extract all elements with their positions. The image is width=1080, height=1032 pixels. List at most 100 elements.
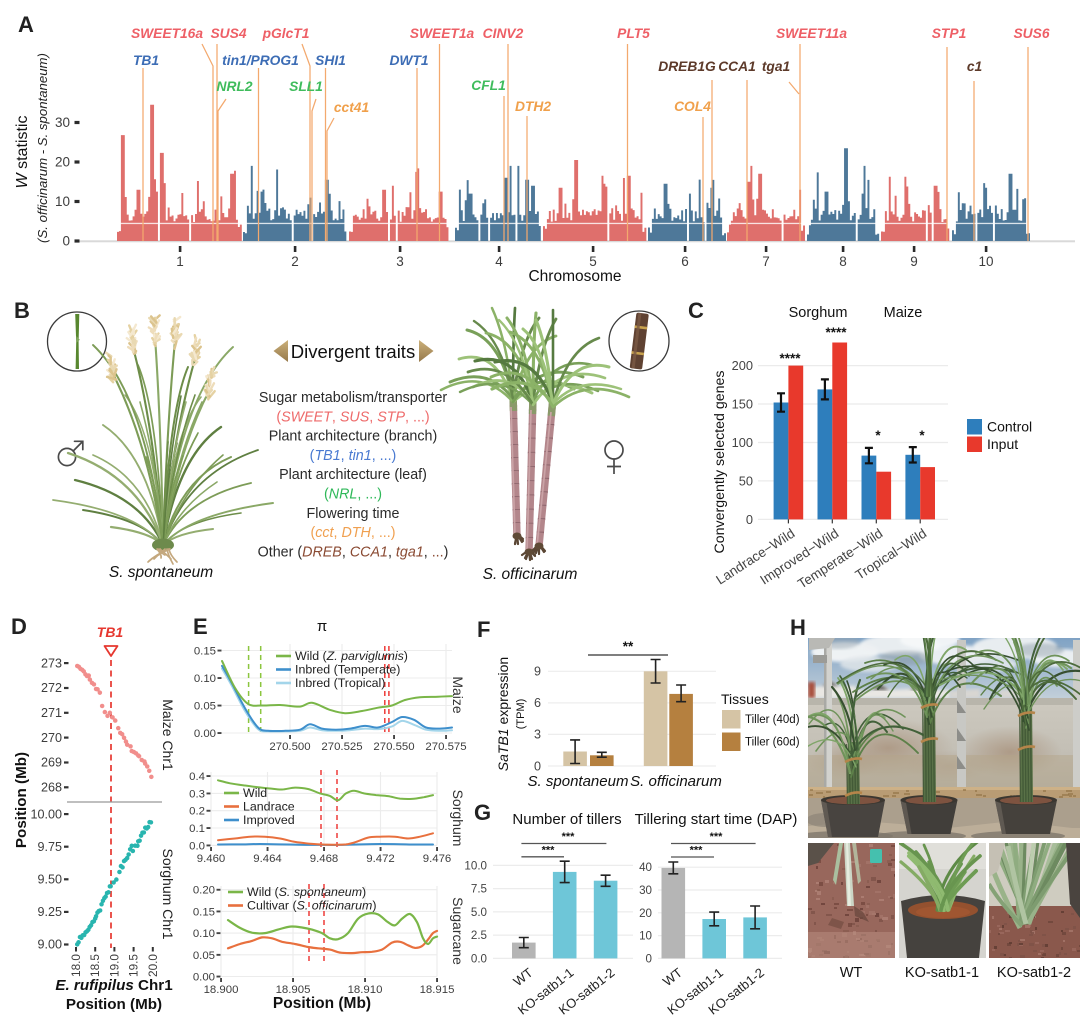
svg-text:0.1: 0.1 xyxy=(189,823,205,835)
svg-text:0: 0 xyxy=(62,234,70,249)
svg-text:9.460: 9.460 xyxy=(197,853,226,865)
svg-text:Wild (Z. parviglumis): Wild (Z. parviglumis) xyxy=(295,649,408,663)
svg-text:Improved: Improved xyxy=(243,813,295,827)
svg-text:20: 20 xyxy=(55,155,70,170)
svg-text:Inbred (Tropical): Inbred (Tropical) xyxy=(295,676,385,690)
svg-text:9: 9 xyxy=(910,254,918,269)
svg-text:9.468: 9.468 xyxy=(310,853,339,865)
svg-text:***: *** xyxy=(710,831,724,843)
svg-text:(cct, DTH, ...): (cct, DTH, ...) xyxy=(310,525,395,541)
svg-text:Sorghum Chr1: Sorghum Chr1 xyxy=(160,848,176,939)
svg-text:Maize: Maize xyxy=(450,676,466,714)
svg-text:Input: Input xyxy=(987,436,1018,452)
svg-text:*: * xyxy=(875,428,881,443)
svg-text:6: 6 xyxy=(534,696,541,710)
svg-text:Position (Mb): Position (Mb) xyxy=(13,752,30,848)
svg-text:200: 200 xyxy=(732,358,753,373)
svg-text:E. rufipilus Chr1: E. rufipilus Chr1 xyxy=(55,977,173,994)
svg-text:0.2: 0.2 xyxy=(189,806,205,818)
svg-text:100: 100 xyxy=(732,435,753,450)
svg-text:Plant architecture (leaf): Plant architecture (leaf) xyxy=(279,467,427,483)
svg-text:9.472: 9.472 xyxy=(366,853,395,865)
svg-text:10.00: 10.00 xyxy=(30,807,62,821)
svg-text:9.476: 9.476 xyxy=(423,853,452,865)
svg-text:270.525: 270.525 xyxy=(321,741,362,753)
svg-text:9.25: 9.25 xyxy=(37,905,62,919)
svg-text:10: 10 xyxy=(55,194,70,209)
svg-text:WT: WT xyxy=(840,965,863,981)
svg-text:S. officinarum: S. officinarum xyxy=(630,773,722,790)
svg-text:Sorghum: Sorghum xyxy=(789,305,848,321)
svg-text:KO-satb1-2: KO-satb1-2 xyxy=(997,965,1071,981)
svg-text:268: 268 xyxy=(41,781,62,795)
svg-text:**: ** xyxy=(623,639,634,654)
svg-text:270: 270 xyxy=(41,731,62,745)
svg-text:9.50: 9.50 xyxy=(37,873,62,887)
svg-text:0.00: 0.00 xyxy=(193,972,215,984)
svg-text:0.20: 0.20 xyxy=(193,885,215,897)
svg-text:c1: c1 xyxy=(967,59,982,74)
svg-text:SHI1: SHI1 xyxy=(315,53,346,68)
svg-text:5.0: 5.0 xyxy=(471,906,487,919)
svg-text:Divergent traits: Divergent traits xyxy=(291,341,415,362)
svg-text:SWEET1a: SWEET1a xyxy=(410,26,475,41)
svg-text:TB1: TB1 xyxy=(97,624,124,640)
svg-text:18.905: 18.905 xyxy=(276,984,311,996)
svg-text:0.15: 0.15 xyxy=(194,646,216,658)
svg-text:272: 272 xyxy=(41,681,62,695)
svg-text:STP1: STP1 xyxy=(932,26,967,41)
svg-text:18.5: 18.5 xyxy=(88,954,102,977)
svg-text:10.0: 10.0 xyxy=(464,859,487,872)
svg-text:SWEET16a: SWEET16a xyxy=(131,26,203,41)
svg-text:(SWEET, SUS, STP, ...): (SWEET, SUS, STP, ...) xyxy=(276,409,429,425)
svg-text:Tissues: Tissues xyxy=(721,691,769,707)
svg-text:0.0: 0.0 xyxy=(471,952,487,965)
svg-text:9: 9 xyxy=(534,665,541,679)
svg-text:0.00: 0.00 xyxy=(194,728,216,740)
svg-text:G: G xyxy=(474,800,491,825)
svg-text:Flowering time: Flowering time xyxy=(307,506,400,522)
svg-text:Convergently selected genes: Convergently selected genes xyxy=(712,371,728,554)
svg-text:****: **** xyxy=(779,351,801,366)
svg-text:Control: Control xyxy=(987,419,1032,435)
svg-text:KO-satb1-1: KO-satb1-1 xyxy=(905,965,979,981)
svg-text:Landrace: Landrace xyxy=(243,800,295,814)
svg-text:271: 271 xyxy=(41,706,62,720)
svg-text:A: A xyxy=(18,12,34,37)
svg-text:9.00: 9.00 xyxy=(37,938,62,952)
svg-text:Number of tillers: Number of tillers xyxy=(512,811,621,828)
svg-text:18.910: 18.910 xyxy=(348,984,383,996)
svg-text:Chromosome: Chromosome xyxy=(528,268,621,285)
svg-text:50: 50 xyxy=(739,473,753,488)
svg-text:(NRL, ...): (NRL, ...) xyxy=(324,487,382,503)
svg-text:30: 30 xyxy=(55,115,70,130)
svg-text:Position (Mb): Position (Mb) xyxy=(66,996,162,1013)
svg-text:SUS4: SUS4 xyxy=(210,26,246,41)
svg-text:D: D xyxy=(11,614,27,639)
svg-text:π: π xyxy=(317,618,327,635)
svg-text:cct41: cct41 xyxy=(334,100,369,115)
svg-text:*: * xyxy=(919,428,925,443)
svg-text:F: F xyxy=(477,617,490,642)
svg-text:19.5: 19.5 xyxy=(127,954,141,977)
svg-text:(TB1, tin1, ...): (TB1, tin1, ...) xyxy=(310,448,397,464)
svg-text:Sugar metabolism/transporter: Sugar metabolism/transporter xyxy=(259,390,448,406)
svg-text:18.900: 18.900 xyxy=(204,984,239,996)
svg-text:S. spontaneum: S. spontaneum xyxy=(528,773,629,790)
svg-text:B: B xyxy=(14,298,30,323)
svg-text:(TPM): (TPM) xyxy=(515,699,527,730)
svg-text:Wild (S. spontaneum): Wild (S. spontaneum) xyxy=(247,885,366,899)
svg-text:30: 30 xyxy=(639,884,652,897)
svg-text:18.0: 18.0 xyxy=(69,954,83,977)
svg-text:DTH2: DTH2 xyxy=(515,99,551,114)
svg-text:CINV2: CINV2 xyxy=(483,26,524,41)
svg-text:Sorghum: Sorghum xyxy=(450,790,466,847)
svg-text:PLT5: PLT5 xyxy=(617,26,650,41)
svg-text:10: 10 xyxy=(978,254,993,269)
svg-text:SWEET11a: SWEET11a xyxy=(776,26,847,41)
svg-text:tga1: tga1 xyxy=(762,59,790,74)
svg-text:0.4: 0.4 xyxy=(189,771,205,783)
svg-text:0: 0 xyxy=(534,759,541,773)
svg-text:0: 0 xyxy=(646,952,652,965)
svg-text:W statistic: W statistic xyxy=(14,116,31,189)
